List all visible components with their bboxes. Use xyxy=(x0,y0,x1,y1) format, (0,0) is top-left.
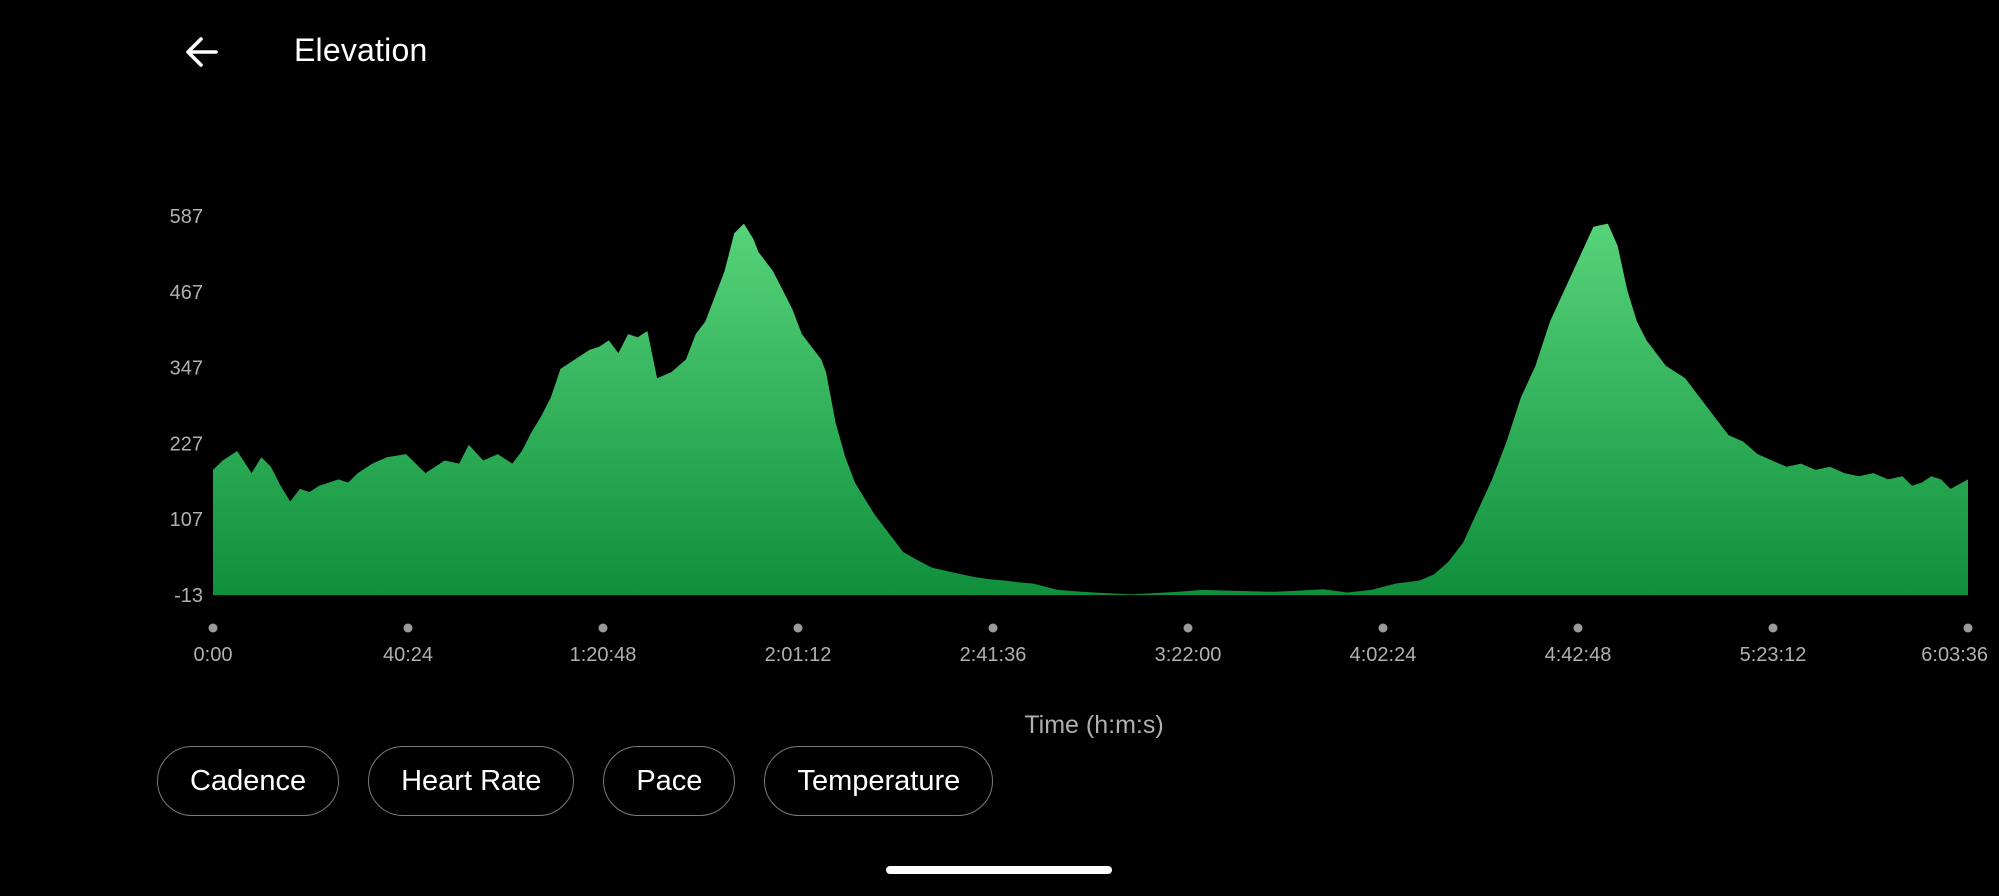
x-tick-label: 0:00 xyxy=(194,644,233,666)
chip-temperature[interactable]: Temperature xyxy=(764,746,994,816)
arrow-left-icon xyxy=(186,37,218,67)
y-tick-label: 467 xyxy=(170,282,203,304)
x-tick-label: 2:41:36 xyxy=(960,644,1027,666)
x-tick-label: 5:23:12 xyxy=(1740,644,1807,666)
chip-pace[interactable]: Pace xyxy=(603,746,736,816)
x-axis-label: Time (h:m:s) xyxy=(1024,711,1163,739)
x-tick-dot xyxy=(1183,623,1193,633)
chip-heart-rate[interactable]: Heart Rate xyxy=(368,746,575,816)
elevation-chart[interactable]: 587 467 347 227 107 -13 0:00 40:24 1:20:48 2:01:… xyxy=(0,0,1999,760)
x-tick-label: 40:24 xyxy=(383,644,433,666)
x-tick-label: 4:02:24 xyxy=(1350,644,1417,666)
y-tick-label: 227 xyxy=(170,433,203,455)
y-tick-label: 587 xyxy=(170,206,203,228)
y-tick-label: -13 xyxy=(174,585,203,607)
x-tick-dot xyxy=(208,623,218,633)
metric-chips: Cadence Heart Rate Pace Temperature xyxy=(157,746,994,816)
y-tick-label: 107 xyxy=(170,509,203,531)
x-tick-dot xyxy=(1573,623,1583,633)
x-tick-label: 4:42:48 xyxy=(1545,644,1612,666)
x-tick-label: 6:03:36 xyxy=(1921,644,1988,666)
x-tick-dot xyxy=(1963,623,1973,633)
y-axis-ticks: 587 467 347 227 107 -13 xyxy=(170,206,203,607)
x-tick-dot xyxy=(793,623,803,633)
chip-cadence[interactable]: Cadence xyxy=(157,746,340,816)
page-title: Elevation xyxy=(294,32,428,68)
x-tick-label: 3:22:00 xyxy=(1155,644,1222,666)
x-tick-dot xyxy=(403,623,413,633)
x-tick-dot xyxy=(1378,623,1388,633)
elevation-area xyxy=(213,223,1968,595)
x-tick-dot xyxy=(598,623,608,633)
home-indicator[interactable] xyxy=(886,866,1112,874)
x-tick-dot xyxy=(988,623,998,633)
y-tick-label: 347 xyxy=(170,358,203,380)
x-axis-ticks: 0:00 40:24 1:20:48 2:01:12 2:41:36 3:22:00 4:0… xyxy=(194,623,1988,666)
back-button[interactable] xyxy=(172,22,232,82)
x-tick-label: 1:20:48 xyxy=(570,644,637,666)
x-tick-dot xyxy=(1768,623,1778,633)
x-tick-label: 2:01:12 xyxy=(765,644,832,666)
